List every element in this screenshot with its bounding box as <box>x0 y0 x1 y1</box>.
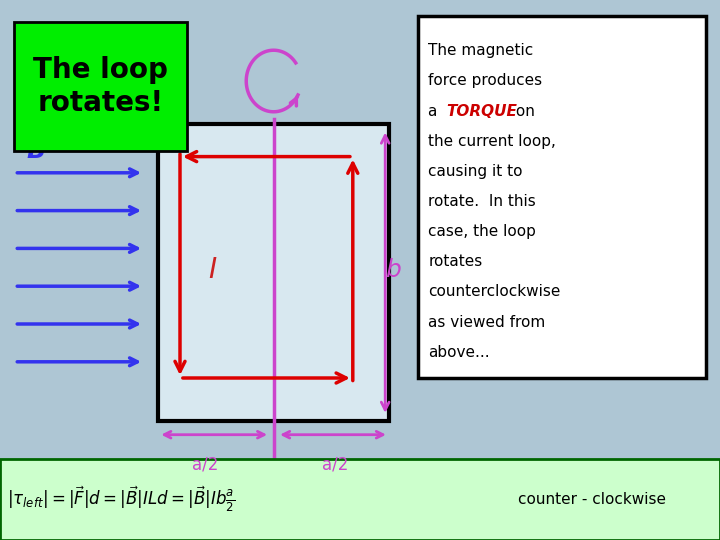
Text: case, the loop: case, the loop <box>428 224 536 239</box>
Text: the current loop,: the current loop, <box>428 134 557 148</box>
Text: $|\tau_{left}| = |\vec{F}|d = |\vec{B}|ILd = |\vec{B}|Ib\frac{a}{2}$: $|\tau_{left}| = |\vec{F}|d = |\vec{B}|I… <box>7 485 235 514</box>
Text: causing it to: causing it to <box>428 164 523 179</box>
Text: a: a <box>428 104 443 118</box>
Text: counter - clockwise: counter - clockwise <box>518 492 667 507</box>
Text: force produces: force produces <box>428 73 543 89</box>
Bar <box>0 459 720 540</box>
Text: as viewed from: as viewed from <box>428 315 546 329</box>
Text: a/2: a/2 <box>192 455 218 474</box>
Text: The loop
rotates!: The loop rotates! <box>33 56 168 117</box>
Text: TORQUE: TORQUE <box>446 104 517 118</box>
Text: rotate.  In this: rotate. In this <box>428 194 536 209</box>
Bar <box>158 124 389 421</box>
Text: The magnetic: The magnetic <box>428 43 534 58</box>
Bar <box>418 16 706 378</box>
Text: above...: above... <box>428 345 490 360</box>
Text: counterclockwise: counterclockwise <box>428 285 561 299</box>
Text: b: b <box>385 258 401 282</box>
Text: I: I <box>208 256 217 284</box>
Text: a/2: a/2 <box>322 455 348 474</box>
Bar <box>14 22 187 151</box>
Text: on: on <box>511 104 535 118</box>
Text: B: B <box>27 139 45 163</box>
Text: rotates: rotates <box>428 254 482 269</box>
